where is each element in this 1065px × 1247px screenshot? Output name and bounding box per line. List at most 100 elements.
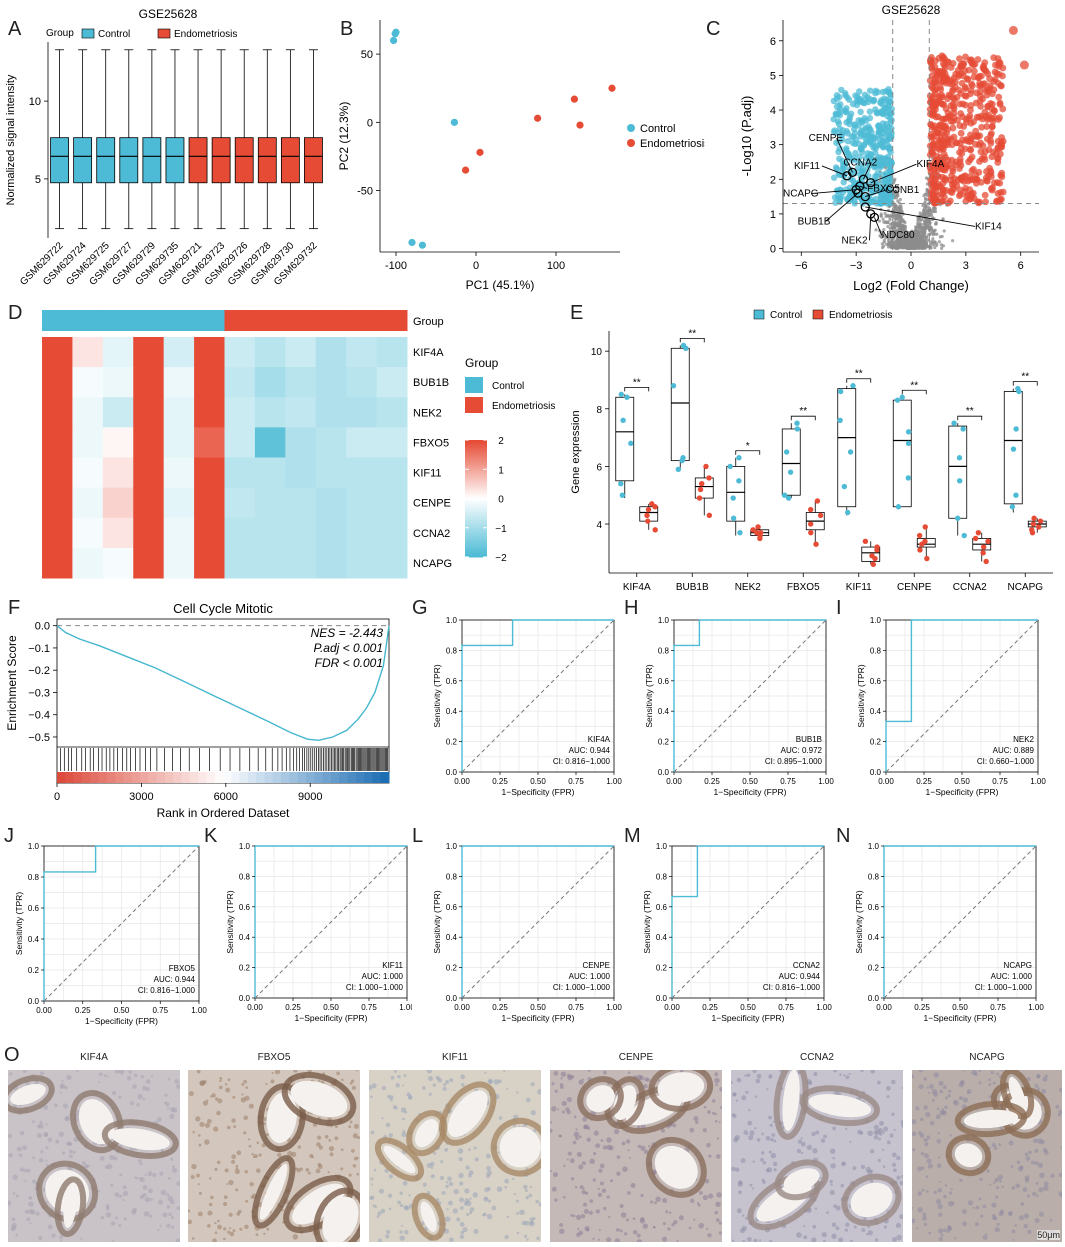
cell-nucleus — [370, 1195, 375, 1200]
gland-epithelium — [439, 1081, 497, 1146]
heatmap-cell — [376, 547, 408, 579]
cell-nucleus — [408, 1194, 411, 1197]
cell-nucleus — [36, 1132, 42, 1139]
heatmap-cell — [285, 397, 317, 428]
cell-nucleus — [122, 1190, 129, 1197]
gland-lumen — [1008, 1076, 1026, 1111]
cell-nucleus — [248, 1144, 252, 1148]
box — [670, 347, 690, 462]
cell-nucleus — [60, 1239, 63, 1242]
cell-nucleus — [744, 1074, 747, 1077]
x-tick-label: 0.00 — [666, 777, 682, 786]
volcano-point — [940, 246, 944, 250]
cell-nucleus — [497, 1151, 500, 1154]
x-axis-label: 1−Specificity (FPR) — [714, 787, 787, 797]
heatmap-cell — [133, 427, 165, 458]
cell-nucleus — [598, 1229, 601, 1232]
cell-nucleus — [754, 1095, 758, 1098]
cell-nucleus — [714, 1210, 719, 1215]
heatmap-cell — [194, 547, 225, 579]
cell-nucleus — [26, 1217, 31, 1222]
cell-nucleus — [447, 1176, 452, 1182]
point-control — [737, 529, 743, 536]
volcano-point — [859, 165, 867, 172]
point-control — [450, 118, 458, 126]
cell-nucleus — [512, 1177, 515, 1181]
x-tick-label: 0.50 — [530, 777, 546, 786]
cell-nucleus — [1043, 1185, 1049, 1191]
cell-nucleus — [578, 1230, 584, 1235]
volcano-point — [887, 199, 894, 206]
volcano-point — [979, 142, 987, 150]
heatmap-cell — [254, 517, 286, 549]
cell-nucleus — [715, 1083, 718, 1087]
point-endometriosis — [703, 463, 709, 470]
cell-nucleus — [580, 1214, 586, 1219]
heatmap-cell — [102, 457, 134, 489]
cell-nucleus — [140, 1075, 144, 1079]
cell-nucleus — [773, 1168, 777, 1172]
cell-nucleus — [243, 1131, 247, 1135]
cell-nucleus — [170, 1107, 176, 1113]
cell-nucleus — [751, 1187, 754, 1190]
heatmap-cell — [102, 337, 134, 368]
roc-curve — [673, 619, 826, 772]
volcano-point — [852, 149, 859, 157]
point-control — [951, 420, 957, 426]
heatmap-cell — [346, 397, 378, 428]
volcano-point — [896, 230, 900, 234]
cell-nucleus — [931, 1098, 935, 1102]
cell-nucleus — [742, 1214, 745, 1217]
box — [211, 137, 231, 184]
gene-label: CCNA2 — [843, 157, 877, 168]
cell-nucleus — [749, 1130, 755, 1136]
gland-lumen — [954, 1143, 983, 1168]
cell-nucleus — [874, 1238, 879, 1242]
cell-nucleus — [712, 1099, 716, 1103]
cell-nucleus — [745, 1216, 749, 1220]
highlighted-gene-point — [842, 171, 852, 181]
cell-nucleus — [292, 1234, 299, 1240]
cell-nucleus — [708, 1193, 714, 1199]
cell-nucleus — [484, 1187, 490, 1193]
rank-gradient-segment — [347, 772, 357, 783]
panel-letter-b: B — [340, 18, 354, 40]
heatmap-cell — [254, 367, 286, 398]
highlighted-gene-point — [860, 191, 870, 202]
cell-nucleus — [350, 1149, 355, 1153]
volcano-point — [933, 245, 937, 250]
cell-nucleus — [430, 1166, 434, 1169]
gland-lumen — [290, 1080, 348, 1118]
cell-nucleus — [962, 1221, 968, 1227]
x-tick-label: 0.75 — [778, 1003, 794, 1012]
cell-nucleus — [882, 1130, 885, 1134]
y-tick-label: 0.4 — [658, 707, 670, 716]
cell-nucleus — [81, 1160, 86, 1166]
cell-nucleus — [843, 1074, 846, 1077]
cell-nucleus — [917, 1191, 923, 1196]
cell-nucleus — [715, 1218, 720, 1222]
heatmap-cell — [254, 337, 286, 368]
cell-nucleus — [549, 1169, 552, 1173]
cell-nucleus — [115, 1216, 119, 1220]
chart-j: 0.00.20.40.60.81.00.00 0.25 0.50 0.75 1.001−… — [14, 842, 207, 1026]
volcano-point — [914, 239, 918, 243]
gland-lumen — [808, 1094, 871, 1118]
point-control — [628, 440, 634, 447]
cell-nucleus — [210, 1195, 214, 1200]
gland-lumen — [259, 1163, 288, 1220]
cell-nucleus — [122, 1185, 127, 1190]
cell-nucleus — [696, 1202, 700, 1205]
x-tick-label: 1.00 — [816, 1003, 832, 1012]
cell-nucleus — [406, 1092, 411, 1097]
cell-nucleus — [145, 1079, 151, 1084]
cell-nucleus — [524, 1189, 528, 1193]
volcano-point — [961, 187, 968, 195]
cell-nucleus — [199, 1121, 205, 1128]
cell-nucleus — [436, 1198, 440, 1202]
cell-nucleus — [761, 1151, 765, 1155]
point-endometriosis — [645, 506, 652, 513]
cell-nucleus — [616, 1228, 620, 1232]
cell-nucleus — [248, 1103, 254, 1109]
heatmap-cell — [376, 487, 408, 519]
